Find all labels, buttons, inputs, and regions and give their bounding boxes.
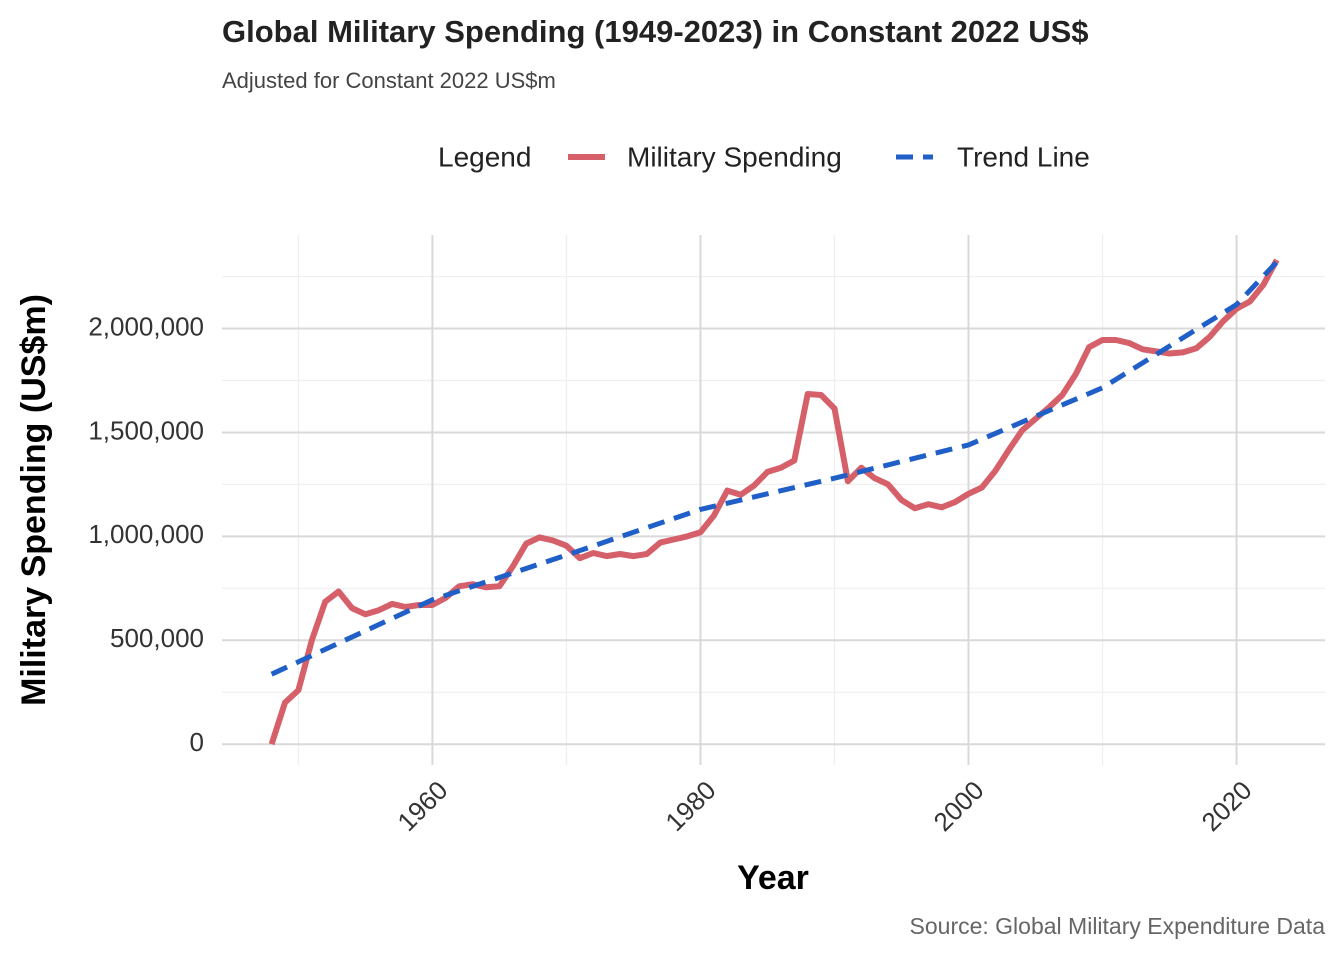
y-axis-title: Military Spending (US$m) (15, 294, 53, 706)
legend-label: Trend Line (957, 141, 1090, 172)
x-tick-label: 2020 (1196, 775, 1258, 837)
y-tick-label: 1,000,000 (88, 519, 204, 549)
x-tick-label: 1960 (391, 775, 453, 837)
chart-subtitle: Adjusted for Constant 2022 US$m (222, 68, 556, 93)
y-tick-label: 2,000,000 (88, 311, 204, 341)
x-tick-label: 1980 (659, 775, 721, 837)
chart-title: Global Military Spending (1949-2023) in … (222, 14, 1089, 49)
caption: Source: Global Military Expenditure Data (910, 913, 1326, 939)
y-tick-label: 0 (190, 727, 204, 757)
series-line (268, 258, 1280, 746)
y-tick-label: 1,500,000 (88, 415, 204, 445)
x-tick-label: 2000 (927, 775, 989, 837)
series-line (270, 260, 1279, 677)
x-axis-title: Year (737, 859, 809, 897)
y-tick-label: 500,000 (110, 623, 204, 653)
legend-title: Legend (438, 141, 531, 172)
legend-label: Military Spending (627, 141, 842, 172)
